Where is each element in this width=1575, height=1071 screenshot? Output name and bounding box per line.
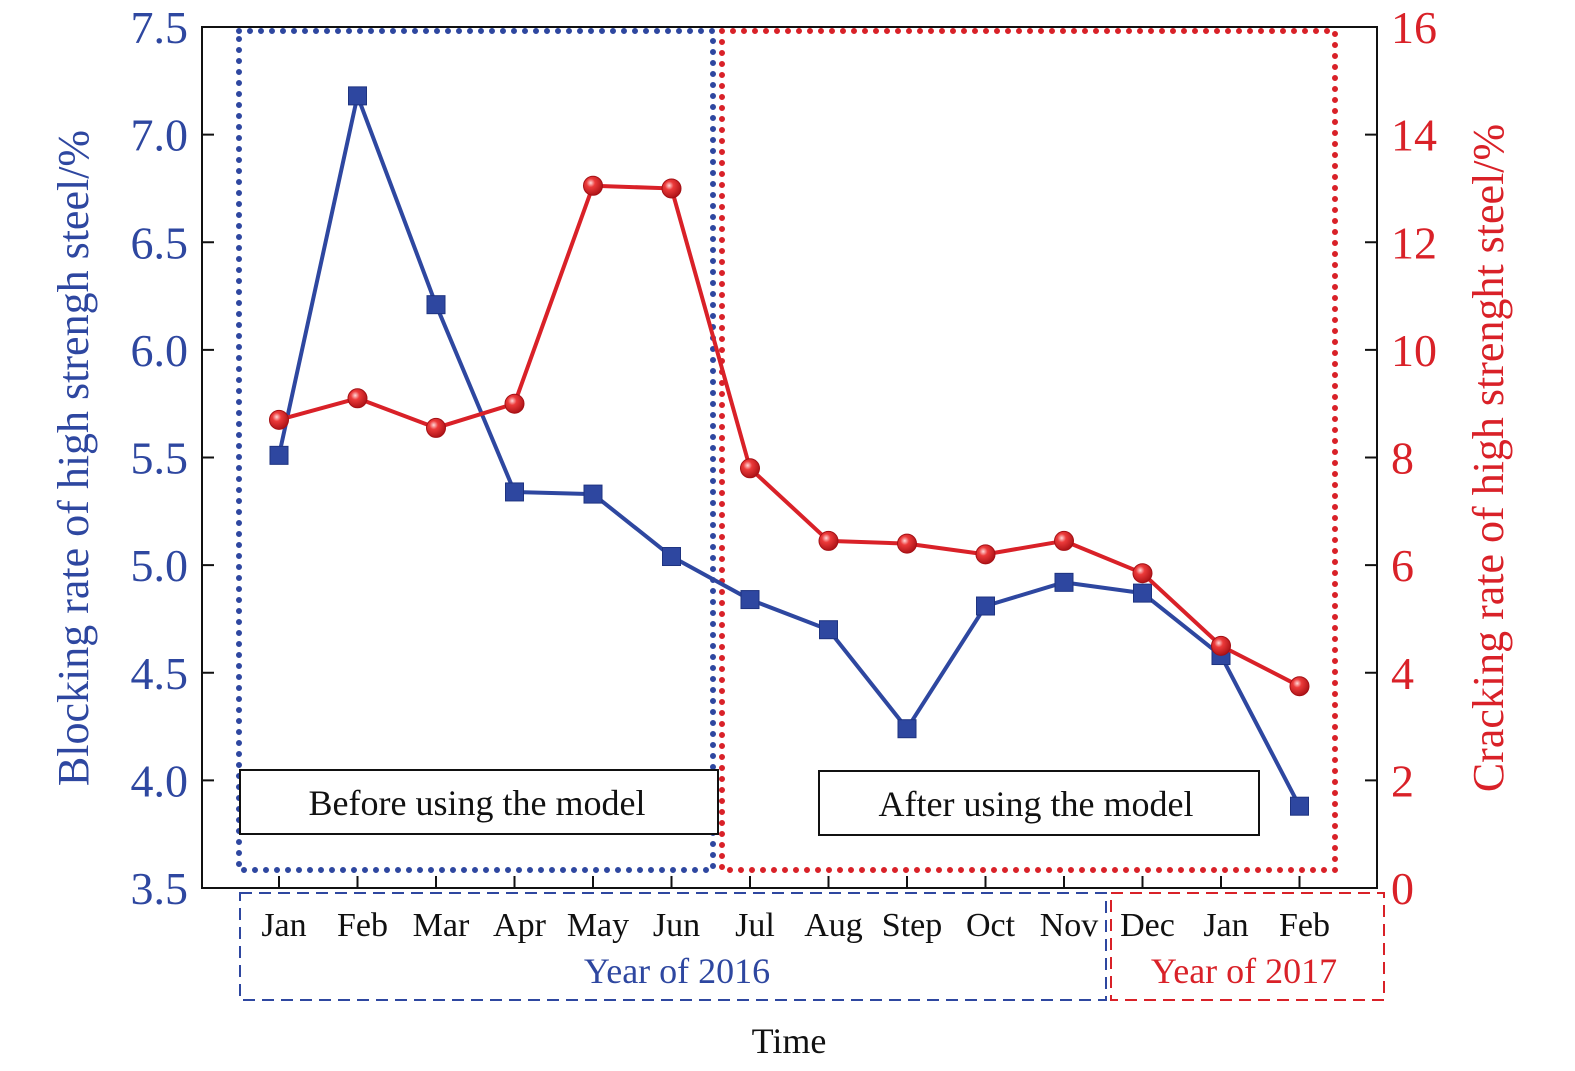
series-line-right <box>278 183 1301 688</box>
annotation-box <box>239 769 719 835</box>
data-point-square <box>505 482 524 502</box>
data-point-circle <box>504 393 525 414</box>
year-group-label: Year of 2016 <box>584 951 770 991</box>
left-tick-label: 7.5 <box>131 2 189 53</box>
annotation-label: Before using the model <box>309 783 646 823</box>
data-point-circle <box>583 175 603 196</box>
left-tick-label: 4.5 <box>131 648 189 699</box>
data-point-square <box>348 86 367 106</box>
x-tick-label: Dec <box>1120 907 1175 944</box>
x-tick-label: May <box>567 907 629 944</box>
right-tick-label: 16 <box>1391 2 1437 53</box>
x-tick-label: Apr <box>493 907 547 944</box>
data-point-square <box>740 590 760 610</box>
data-point-square <box>897 719 917 739</box>
x-tick-label: Aug <box>804 907 863 944</box>
data-point-circle <box>975 544 996 565</box>
x-tick-label: Feb <box>1279 907 1330 944</box>
x-tick-label: Jan <box>261 907 306 944</box>
series-layer <box>269 86 1310 816</box>
x-tick-label: Jun <box>653 907 700 944</box>
data-point-square <box>426 295 446 315</box>
x-tick-label: Jan <box>1203 907 1248 944</box>
right-axis: 0 2 4 6 8 10 12 14 16 <box>1365 2 1437 914</box>
region-boxes <box>236 28 1338 873</box>
data-point-square <box>1290 796 1309 816</box>
data-point-square <box>583 484 603 504</box>
data-point-circle <box>740 458 760 479</box>
left-tick-label: 7.0 <box>131 110 189 161</box>
data-point-square <box>976 596 995 616</box>
left-axis-title: Blocking rate of high strengh steel/% <box>49 130 98 786</box>
data-point-circle <box>1054 530 1074 551</box>
right-tick-label: 12 <box>1391 217 1437 268</box>
left-axis: 3.5 4.0 4.5 5.0 5.5 6.0 6.5 7.0 7.5 <box>131 2 214 914</box>
left-tick-label: 5.5 <box>131 433 189 484</box>
data-point-circle <box>897 533 917 554</box>
right-tick-label: 10 <box>1391 325 1437 376</box>
year-group-box <box>1110 892 1385 1001</box>
x-axis: Jan Feb Mar Apr May Jun Jul Aug Step Oct Nov Dec Jan… <box>239 876 1385 1001</box>
data-point-square <box>1054 572 1074 592</box>
data-point-square <box>662 547 681 567</box>
data-point-circle <box>1211 635 1231 656</box>
data-point-square <box>269 445 289 465</box>
data-point-circle <box>426 417 446 438</box>
region-box-1 <box>719 28 1338 873</box>
right-tick-label: 14 <box>1391 110 1437 161</box>
data-point-circle <box>1289 676 1310 697</box>
right-tick-label: 8 <box>1391 433 1414 484</box>
right-tick-label: 2 <box>1391 755 1414 806</box>
x-tick-label: Jul <box>735 907 775 944</box>
left-tick-label: 5.0 <box>131 540 189 591</box>
x-tick-label: Step <box>882 907 942 944</box>
data-point-circle <box>661 178 682 199</box>
left-tick-label: 4.0 <box>131 755 189 806</box>
x-axis-title: Time <box>752 1021 827 1061</box>
data-point-circle <box>269 409 289 430</box>
left-tick-label: 3.5 <box>131 863 189 914</box>
x-tick-label: Nov <box>1040 907 1099 944</box>
x-tick-label: Mar <box>413 907 470 944</box>
data-point-circle <box>347 388 368 409</box>
x-tick-label: Oct <box>966 907 1016 944</box>
region-box-0 <box>236 28 716 873</box>
data-point-circle <box>1132 563 1153 584</box>
right-tick-label: 6 <box>1391 540 1414 591</box>
left-tick-label: 6.5 <box>131 217 189 268</box>
right-tick-label: 0 <box>1391 863 1414 914</box>
year-group-box <box>239 892 1107 1001</box>
year-group-label: Year of 2017 <box>1151 951 1337 991</box>
left-tick-label: 6.0 <box>131 325 189 376</box>
right-axis-title: Cracking rate of high strenght steel/% <box>1464 124 1513 792</box>
x-tick-label: Feb <box>337 907 388 944</box>
annotation-label: After using the model <box>879 784 1194 824</box>
series-line-left <box>277 93 1302 808</box>
right-tick-label: 4 <box>1391 648 1414 699</box>
data-point-square <box>1133 583 1152 603</box>
data-point-circle <box>818 530 839 551</box>
annotation-layer: Before using the model After using the mo… <box>239 769 1260 836</box>
annotation-box <box>818 770 1260 836</box>
data-point-square <box>819 620 838 640</box>
